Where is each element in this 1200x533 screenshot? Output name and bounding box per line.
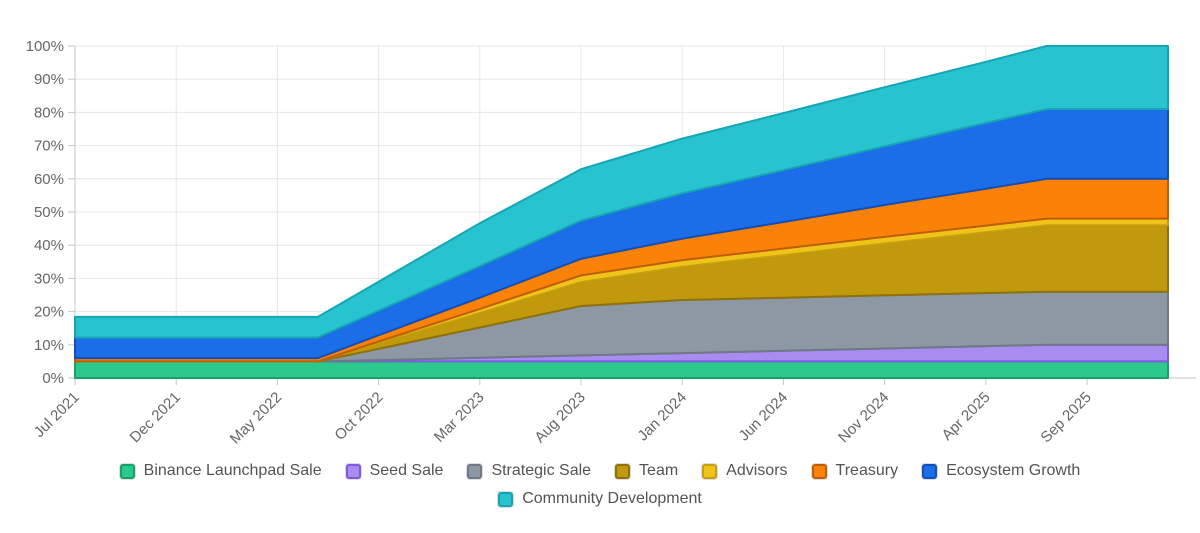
legend-swatch-icon <box>922 463 938 479</box>
legend-swatch-icon <box>498 491 514 507</box>
area-community-development[interactable] <box>74 45 1169 339</box>
y-tick-label: 100% <box>26 38 64 55</box>
x-tick-label: Jan 2024 <box>634 389 690 445</box>
legend-item-team[interactable]: Team <box>615 463 678 479</box>
x-tick-label: Aug 2023 <box>531 389 588 446</box>
legend-label: Team <box>639 462 679 479</box>
legend-swatch-icon <box>702 463 718 479</box>
x-tick-label: Jun 2024 <box>736 389 792 445</box>
legend-label: Treasury <box>835 462 899 479</box>
x-tick-label: Oct 2022 <box>331 389 386 444</box>
legend-label: Binance Launchpad Sale <box>143 462 322 479</box>
legend-row-1: Binance Launchpad Sale Seed Sale Strategic… <box>0 457 1200 485</box>
x-tick-label: Nov 2024 <box>835 389 892 446</box>
y-tick-label: 90% <box>34 71 64 88</box>
y-tick-label: 70% <box>34 138 64 155</box>
legend-swatch-icon <box>345 463 361 479</box>
legend-item-treasury[interactable]: Treasury <box>811 462 899 479</box>
legend-label: Community Development <box>522 490 702 507</box>
x-tick-label: Sep 2025 <box>1037 389 1094 446</box>
legend-label: Strategic Sale <box>491 462 592 479</box>
token-unlock-stacked-area-chart[interactable]: 0% 10% 20% 30% 40% 50% 60% 70% 80% 90% 100% Jul 202… <box>0 0 1200 455</box>
y-tick-label: 30% <box>34 270 64 287</box>
y-tick-label: 10% <box>34 337 64 354</box>
x-tick-label: Jul 2021 <box>31 389 83 441</box>
legend-swatch-icon <box>615 463 631 479</box>
legend-item-strategic-sale[interactable]: Strategic Sale <box>467 463 591 479</box>
y-tick-label: 50% <box>34 204 64 221</box>
y-tick-label: 0% <box>42 370 64 387</box>
x-tick-label: Mar 2023 <box>431 389 488 446</box>
y-tick-label: 60% <box>34 171 64 188</box>
legend-label: Ecosystem Growth <box>946 462 1081 479</box>
legend-label: Advisors <box>726 462 788 479</box>
legend-item-ecosystem-growth[interactable]: Ecosystem Growth <box>922 463 1080 479</box>
legend-swatch-icon <box>467 463 483 479</box>
x-tick-label: May 2022 <box>227 389 286 448</box>
legend-item-advisors[interactable]: Advisors <box>702 462 788 479</box>
legend-item-seed-sale[interactable]: Seed Sale <box>345 462 444 479</box>
y-tick-label: 40% <box>34 237 64 254</box>
y-tick-label: 20% <box>34 304 64 321</box>
x-tick-label: Apr 2025 <box>939 389 994 444</box>
legend-row-2: Community Development <box>0 485 1200 513</box>
legend-label: Seed Sale <box>369 462 444 479</box>
legend-swatch-icon <box>811 463 827 479</box>
x-tick-label: Dec 2021 <box>127 389 184 446</box>
legend-item-community-development[interactable]: Community Development <box>498 491 702 507</box>
chart-legend: Binance Launchpad Sale Seed Sale Strategic… <box>0 457 1200 513</box>
legend-swatch-icon <box>119 463 135 479</box>
y-tick-label: 80% <box>34 104 64 121</box>
legend-item-binance-launchpad-sale[interactable]: Binance Launchpad Sale <box>119 462 322 479</box>
area-binance-launchpad-sale[interactable] <box>74 360 1169 379</box>
